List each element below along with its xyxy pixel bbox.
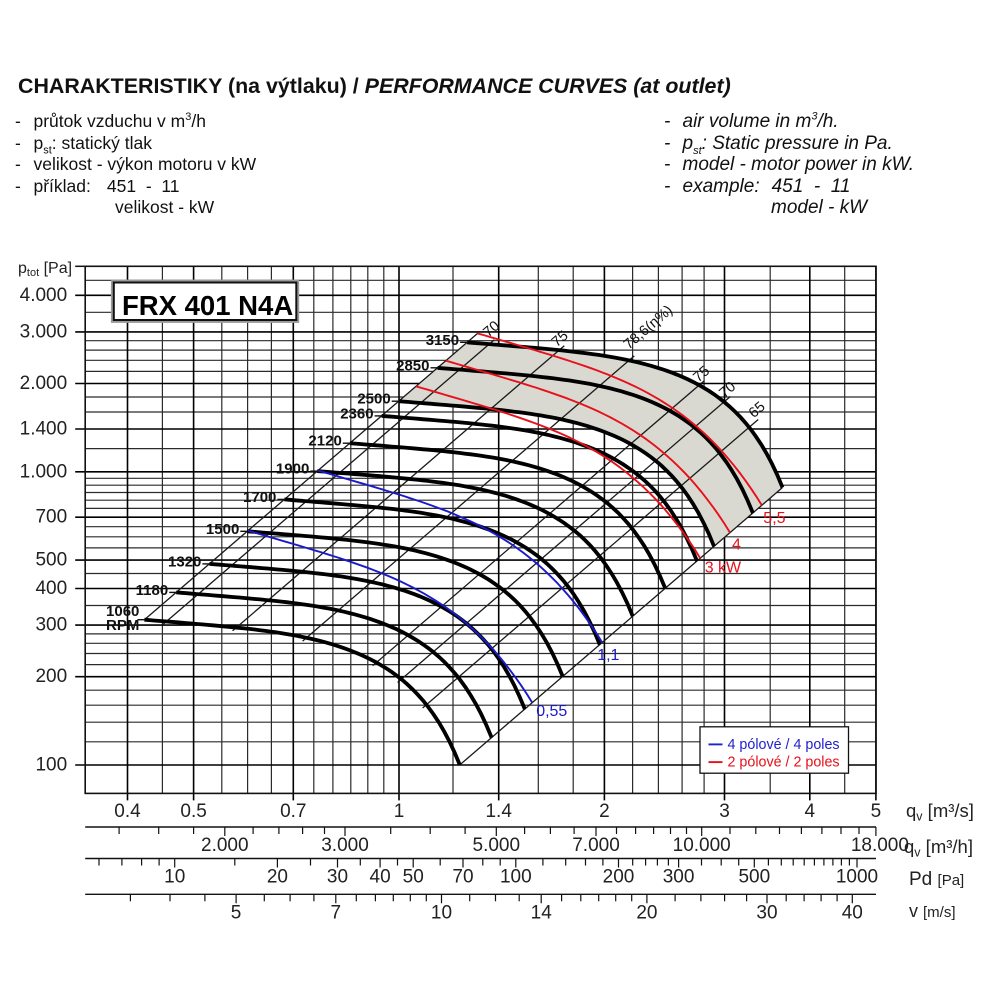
svg-text:1.4: 1.4 <box>485 801 512 822</box>
svg-text:1060: 1060 <box>106 603 139 620</box>
svg-text:Pd [Pa]: Pd [Pa] <box>909 869 964 890</box>
svg-text:30: 30 <box>756 902 777 923</box>
svg-text:4.000: 4.000 <box>20 285 68 306</box>
svg-text:200: 200 <box>35 666 67 687</box>
svg-text:14: 14 <box>531 902 553 923</box>
svg-text:400: 400 <box>35 578 67 599</box>
svg-text:500: 500 <box>738 867 770 888</box>
svg-text:3.000: 3.000 <box>321 835 369 856</box>
svg-text:2850: 2850 <box>396 357 429 374</box>
svg-text:2120: 2120 <box>308 433 341 450</box>
svg-text:5: 5 <box>231 902 242 923</box>
svg-text:1000: 1000 <box>836 867 878 888</box>
svg-text:1: 1 <box>394 801 405 822</box>
svg-text:30: 30 <box>327 867 348 888</box>
svg-text:200: 200 <box>603 867 635 888</box>
svg-text:1900: 1900 <box>276 461 309 478</box>
svg-text:100: 100 <box>35 755 67 776</box>
svg-text:65: 65 <box>746 399 769 422</box>
svg-text:4: 4 <box>732 537 741 554</box>
svg-text:3150: 3150 <box>426 332 459 349</box>
svg-text:70: 70 <box>716 379 739 402</box>
svg-text:20: 20 <box>636 902 657 923</box>
svg-text:10.000: 10.000 <box>673 835 731 856</box>
svg-text:0,55: 0,55 <box>536 703 567 720</box>
svg-text:75: 75 <box>549 328 572 351</box>
svg-text:0.7: 0.7 <box>280 801 306 822</box>
svg-text:1,1: 1,1 <box>597 647 619 664</box>
svg-text:1.000: 1.000 <box>20 461 68 482</box>
svg-text:2: 2 <box>599 801 610 822</box>
svg-text:1180: 1180 <box>136 582 169 599</box>
svg-text:5.000: 5.000 <box>473 835 521 856</box>
svg-text:v [m/s]: v [m/s] <box>909 901 956 921</box>
svg-text:2.000: 2.000 <box>20 373 68 394</box>
svg-text:75: 75 <box>690 363 713 386</box>
svg-text:78,6(η%): 78,6(η%) <box>621 302 676 352</box>
svg-text:40: 40 <box>842 902 863 923</box>
svg-text:7: 7 <box>331 902 342 923</box>
svg-text:4 pólové / 4 poles: 4 pólové / 4 poles <box>728 737 840 753</box>
svg-text:1700: 1700 <box>243 489 276 506</box>
svg-text:5,5: 5,5 <box>763 510 785 527</box>
svg-text:4: 4 <box>805 801 816 822</box>
svg-text:100: 100 <box>500 867 532 888</box>
svg-text:2 pólové / 2 poles: 2 pólové / 2 poles <box>728 755 840 771</box>
svg-text:70: 70 <box>452 867 473 888</box>
svg-text:0.4: 0.4 <box>114 801 141 822</box>
svg-text:1500: 1500 <box>206 521 239 538</box>
svg-text:300: 300 <box>663 867 695 888</box>
svg-text:2500: 2500 <box>357 391 390 408</box>
svg-text:500: 500 <box>35 550 67 571</box>
svg-text:700: 700 <box>35 507 67 528</box>
svg-text:2360: 2360 <box>340 405 373 422</box>
svg-text:20: 20 <box>267 867 288 888</box>
svg-text:3 kW: 3 kW <box>705 560 742 577</box>
svg-text:qv [m³/s]: qv [m³/s] <box>906 800 974 824</box>
svg-text:FRX 401 N4A: FRX 401 N4A <box>122 290 293 321</box>
svg-text:1320: 1320 <box>168 553 201 570</box>
svg-text:5: 5 <box>871 801 882 822</box>
svg-text:1.400: 1.400 <box>20 419 68 440</box>
svg-text:10: 10 <box>164 867 185 888</box>
svg-text:3.000: 3.000 <box>20 321 68 342</box>
svg-text:7.000: 7.000 <box>572 835 620 856</box>
svg-text:10: 10 <box>431 902 452 923</box>
svg-text:0.5: 0.5 <box>180 801 206 822</box>
svg-text:RPM: RPM <box>106 617 139 634</box>
svg-text:50: 50 <box>403 867 424 888</box>
svg-text:40: 40 <box>370 867 391 888</box>
svg-text:300: 300 <box>35 615 67 636</box>
svg-text:2.000: 2.000 <box>201 835 249 856</box>
svg-text:qv [m³/h]: qv [m³/h] <box>904 836 973 860</box>
svg-text:3: 3 <box>719 801 730 822</box>
svg-text:18.000: 18.000 <box>851 835 909 856</box>
svg-text:ptot [Pa]: ptot [Pa] <box>18 260 72 279</box>
